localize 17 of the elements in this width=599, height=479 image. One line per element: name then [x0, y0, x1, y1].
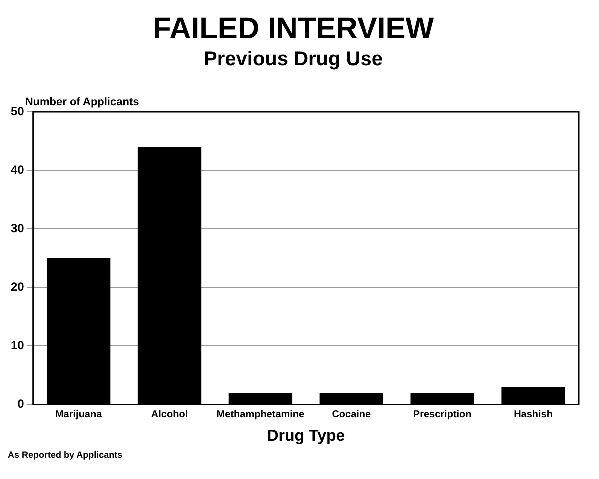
x-tick-label: Cocaine	[332, 410, 372, 421]
y-tick-label: 40	[10, 162, 25, 177]
chart-title: FAILED INTERVIEW	[152, 12, 435, 46]
y-tick-label: 20	[10, 280, 25, 294]
x-tick-label: Alcohol	[151, 410, 188, 421]
y-tick-label: 50	[10, 104, 25, 118]
x-tick-label: Methamphetamine	[216, 410, 306, 421]
x-tick-label: Prescription	[413, 410, 472, 421]
x-tick-label: Marijuana	[55, 410, 103, 421]
y-tick-label: 10	[10, 338, 25, 353]
y-tick-label: 30	[10, 221, 25, 236]
text: As Reported by Applicants	[8, 450, 124, 460]
x-tick-label: Hashish	[514, 410, 553, 421]
x-axis-title: Drug Type	[267, 428, 346, 445]
y-tick-label: 0	[18, 397, 25, 412]
chart-subtitle: Previous Drug Use	[204, 48, 383, 71]
y-axis-title: Number of Applicants	[25, 96, 140, 109]
